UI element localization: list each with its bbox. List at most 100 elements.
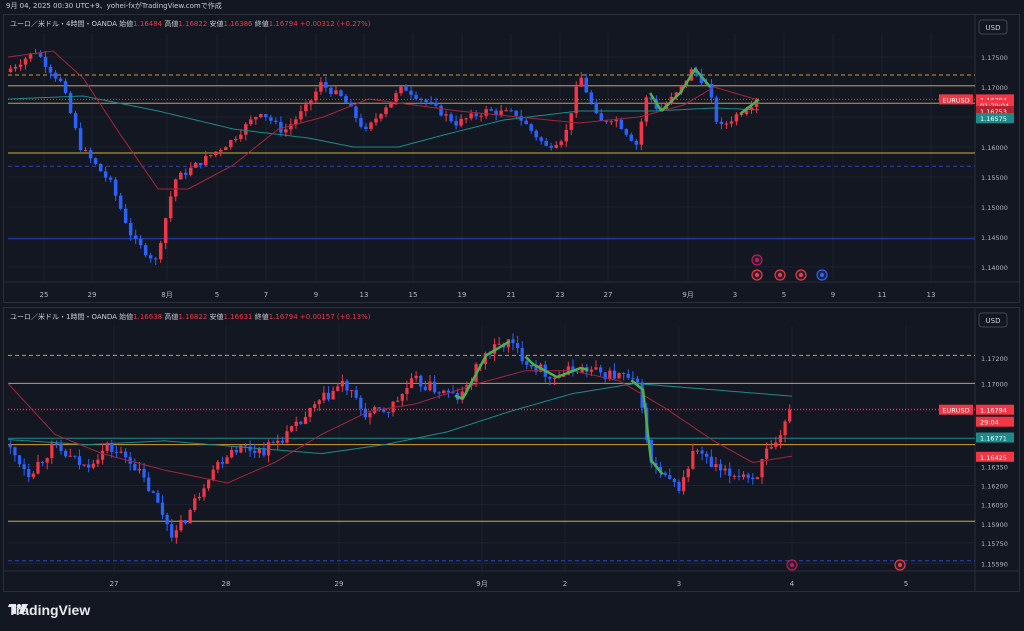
y-tick-label: 1.15900 [981,521,1008,529]
candle-body [193,498,197,510]
flag-icon-dot [798,272,804,278]
legend-part: 1.16631 [224,313,253,321]
candle-body [454,121,458,126]
candle-body [677,481,681,492]
candle-body [709,83,714,98]
candle-body [206,479,211,489]
chart-panel-1h[interactable]: ユーロ／米ドル・1時間・OANDA 始値1.16638 高値1.16822 安値… [3,307,1020,592]
candle-body [394,93,398,102]
candle-body [783,421,787,436]
x-tick-label: 23 [556,291,565,299]
candle-body [259,114,263,118]
candle-body [691,450,695,469]
candle-body [128,222,133,236]
candle-body [714,464,718,468]
candle-body [8,444,12,448]
candle-body [634,140,639,145]
candle-body [284,129,288,133]
candle-body [564,129,568,142]
legend-part: 1.16386 [224,20,253,28]
candle-body [339,90,343,97]
candle-body [705,453,709,457]
candle-body [499,110,503,115]
candle-body [314,91,318,101]
candle-body [59,444,63,451]
candle-body [442,390,446,393]
candle-body [464,118,468,120]
candle-body [193,162,198,168]
candle-body [249,119,253,125]
candle-body [93,158,98,164]
candle-body [760,458,764,478]
candle-body [504,110,508,112]
candle-body [91,463,95,468]
candle-body [700,450,704,454]
candle-body [243,445,248,447]
symbol-badge [939,404,973,415]
x-tick-label: 9月 [682,291,693,299]
y-tick-label: 1.17000 [981,380,1008,388]
y-tick-label: 1.16000 [981,144,1008,152]
candle-body [774,442,778,447]
candle-body [151,491,155,493]
candle-body [168,196,173,219]
candle-body [349,390,354,392]
candle-body [225,457,229,464]
candle-body [313,404,317,408]
x-tick-label: 13 [927,291,936,299]
ma-slow-line [7,95,760,148]
chart-svg-4h[interactable]: ユーロ／米ドル・4時間・OANDA 始値1.16484 高値1.16822 安値… [4,15,1019,302]
candle-body [631,377,635,379]
candle-body [396,400,400,402]
candle-body [741,474,746,477]
candle-body [211,469,215,480]
candle-body [216,462,220,470]
candle-body [429,102,433,104]
x-tick-label: 25 [40,291,49,299]
x-tick-label: 27 [604,291,613,299]
candle-body [336,386,340,391]
candle-body [73,455,77,457]
candle-body [437,392,441,394]
candle-body [280,440,285,443]
candle-body [345,380,349,391]
candle-body [13,66,18,69]
candle-body [8,68,13,72]
candle-body [539,137,543,141]
candle-body [668,475,672,479]
x-tick-label: 7 [264,291,268,299]
candle-body [38,52,43,57]
candle-body [137,468,142,471]
candle-body [239,134,243,139]
x-tick-label: 9 [831,291,835,299]
candle-body [173,179,178,197]
currency-label: USD [986,24,1001,32]
candle-body [158,243,163,260]
candle-body [219,150,223,152]
chart-svg-1h[interactable]: ユーロ／米ドル・1時間・OANDA 始値1.16638 高値1.16822 安値… [4,308,1019,591]
candle-body [544,140,548,146]
y-tick-label: 1.14500 [981,234,1008,242]
candle-body [64,450,68,457]
candle-body [571,366,575,372]
candle-body [444,114,448,116]
candle-body [732,475,736,477]
candle-body [87,464,91,468]
candle-body [584,77,589,93]
currency-button [978,312,1008,328]
tradingview-branding: TradingView [8,602,90,618]
candle-body [340,380,344,387]
price-label-text: 1.16753 [980,108,1007,116]
candle-body [317,400,321,405]
candle-body [253,450,257,453]
candle-body [98,163,103,172]
candle-body [254,117,258,120]
x-tick-label: 9 [314,291,318,299]
legend-part: 1.16794 [269,20,298,28]
legend-part: 安値 [207,312,223,321]
chart-panel-4h[interactable]: ユーロ／米ドル・4時間・OANDA 始値1.16484 高値1.16822 安値… [3,14,1020,303]
candle-body [649,439,653,464]
candle-body [234,138,238,141]
candle-body [276,440,280,444]
candle-body [474,113,478,117]
